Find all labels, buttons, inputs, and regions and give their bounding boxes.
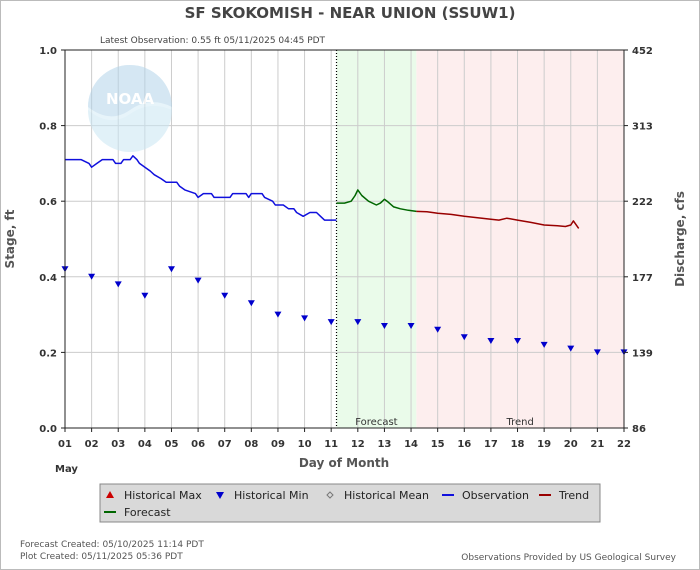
historical-min-point <box>327 319 335 326</box>
plot-area-border <box>64 49 625 429</box>
historical-min-point <box>514 338 522 345</box>
x-tick-label: 19 <box>537 439 551 450</box>
x-tick-label: 09 <box>271 439 285 450</box>
y2-tick-label: 452 <box>632 46 653 57</box>
historical-min-point <box>434 326 442 333</box>
legend-box <box>99 483 601 523</box>
x-tick-label: 02 <box>85 439 99 450</box>
legend-historical-max-marker <box>106 491 114 498</box>
historical-min-point <box>88 273 96 280</box>
zone-trend <box>416 50 624 428</box>
series-layer <box>65 155 580 229</box>
y2-tick-label: 222 <box>632 197 653 208</box>
x-tick-label: 22 <box>617 439 631 450</box>
noaa-logo-icon: NOAA <box>88 65 172 152</box>
historical-min-point <box>593 349 601 356</box>
y2-tick-label: 313 <box>632 122 653 133</box>
series-forecast-line <box>336 189 417 213</box>
x-tick-label: 06 <box>191 439 205 450</box>
historical-min-point <box>114 281 122 288</box>
legend-historical-min-label: Historical Min <box>234 489 309 502</box>
legend-historical-mean-marker <box>326 491 334 499</box>
y-tick-label: 0.8 <box>39 122 57 133</box>
series-trend-line <box>416 210 580 229</box>
historical-min-point <box>487 338 495 345</box>
x-axis-month-label: May <box>55 464 78 475</box>
historical-min-point <box>247 300 255 307</box>
x-tick-label: 20 <box>564 439 578 450</box>
ticks-layer: 01 02 03 04 05 06 07 08 09 10 11 12 13 14 15 16 17 18 19 20… <box>39 46 653 450</box>
zone-label-forecast: Forecast <box>355 417 397 428</box>
historical-min-point <box>567 345 575 352</box>
y2-tick-label: 86 <box>632 424 646 435</box>
legend-historical-min-marker <box>216 492 224 499</box>
y2-tick-label: 139 <box>632 348 653 359</box>
legend-historical-max-label: Historical Max <box>124 489 202 502</box>
legend-observation-label: Observation <box>462 489 529 502</box>
historical-min-point <box>167 266 175 273</box>
y-tick-label: 0.4 <box>39 273 57 284</box>
historical-min-point <box>354 319 362 326</box>
series-observation-line <box>65 155 337 221</box>
zone-forecast <box>336 50 417 428</box>
chart-title: SF SKOKOMISH - NEAR UNION (SSUW1) <box>185 4 516 22</box>
y-tick-label: 0.0 <box>39 424 57 435</box>
historical-min-point <box>407 322 415 329</box>
legend-forecast-label: Forecast <box>124 506 171 519</box>
y-tick-label: 0.2 <box>39 348 57 359</box>
legend-historical-mean-label: Historical Mean <box>344 489 429 502</box>
x-tick-label: 04 <box>138 439 152 450</box>
x-tick-label: 08 <box>244 439 258 450</box>
x-axis-label: Day of Month <box>299 456 389 470</box>
x-tick-label: 18 <box>511 439 525 450</box>
x-tick-label: 17 <box>484 439 498 450</box>
x-tick-label: 13 <box>377 439 391 450</box>
noaa-logo-text: NOAA <box>106 90 155 108</box>
historical-min-point <box>301 315 309 322</box>
x-tick-label: 07 <box>218 439 232 450</box>
y2-tick-label: 177 <box>632 273 653 284</box>
historical-min-point <box>221 292 229 299</box>
historical-min-point <box>380 322 388 329</box>
legend: Historical Max Historical Min Historical M… <box>99 483 601 523</box>
provided-by-text: Observations Provided by US Geological S… <box>461 553 676 563</box>
historical-min-point <box>141 292 149 299</box>
historical-min-point <box>460 334 468 341</box>
x-tick-label: 16 <box>457 439 471 450</box>
historical-min-point <box>274 311 282 318</box>
x-tick-label: 21 <box>590 439 604 450</box>
x-tick-label: 15 <box>431 439 445 450</box>
x-tick-label: 05 <box>165 439 179 450</box>
x-tick-label: 14 <box>404 439 418 450</box>
historical-min-point <box>194 277 202 284</box>
x-tick-label: 01 <box>58 439 72 450</box>
x-tick-label: 12 <box>351 439 365 450</box>
forecast-created-text: Forecast Created: 05/10/2025 11:14 PDT <box>20 540 204 550</box>
x-tick-label: 03 <box>111 439 125 450</box>
markers-layer <box>61 266 628 356</box>
y-axis-label: Stage, ft <box>3 209 17 268</box>
chart-subtitle: Latest Observation: 0.55 ft 05/11/2025 0… <box>100 36 326 46</box>
historical-min-point <box>540 341 548 348</box>
zone-labels-layer: Forecast Trend <box>355 417 534 428</box>
x-tick-label: 11 <box>324 439 338 450</box>
y2-axis-label: Discharge, cfs <box>673 191 687 287</box>
x-tick-label: 10 <box>298 439 312 450</box>
y-tick-label: 1.0 <box>39 46 57 57</box>
zones-layer <box>336 50 624 428</box>
plot-created-text: Plot Created: 05/11/2025 05:36 PDT <box>20 552 183 562</box>
legend-trend-label: Trend <box>558 489 589 502</box>
zone-label-trend: Trend <box>505 417 533 428</box>
y-tick-label: 0.6 <box>39 197 57 208</box>
